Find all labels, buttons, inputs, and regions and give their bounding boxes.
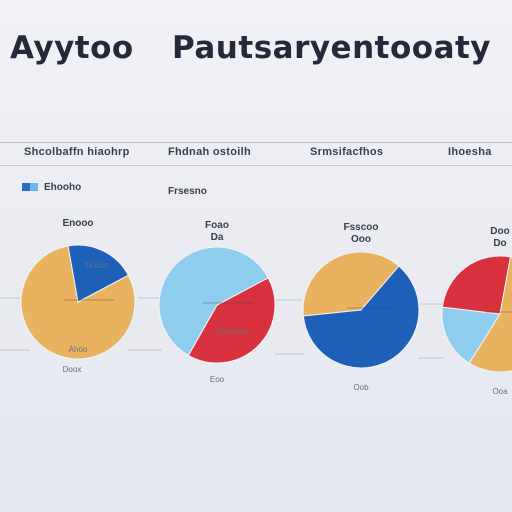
pie-caption: Ahoo: [69, 345, 88, 354]
pie-slice: [441, 306, 501, 364]
pie-subtitle: Do: [493, 238, 506, 249]
title-right: Pautsaryentooaty: [172, 30, 492, 66]
legend-label: Ehooho: [44, 181, 82, 193]
pie-title: Foao: [205, 220, 229, 231]
pie-caption: Ooa: [492, 387, 508, 396]
legend-swatch-light-blue: [30, 183, 38, 191]
pie-subtitle: Da: [211, 232, 224, 243]
pie-title: Enooo: [62, 218, 93, 229]
column-header-4: Ihoesha: [448, 146, 492, 158]
pie-slice: [67, 244, 130, 303]
page-title: Ayytoo Pautsaryentooaty: [0, 30, 512, 74]
pie-title: Fsscoo: [343, 222, 378, 233]
pie-slice: [302, 251, 400, 317]
top-divider: [0, 142, 512, 143]
pie-slice: [302, 265, 420, 369]
guide-lines: [0, 297, 444, 359]
pie-annotation: Ticcon: [84, 261, 107, 270]
pie-annotation: Oodenoo: [216, 327, 249, 336]
pie-slice: [468, 256, 512, 373]
pie-slice: [441, 255, 512, 315]
pie-caption: Oob: [353, 383, 369, 392]
column-header-3: Srmsifacfhos: [310, 146, 384, 158]
legend-swatch-blue: [22, 183, 30, 191]
header-divider: [0, 165, 512, 166]
pie-subtitle: Ooo: [351, 234, 371, 245]
pie-slice: [187, 277, 276, 364]
column-header-1: Shcolbaffn hiaohrp: [24, 146, 130, 158]
title-left: Ayytoo: [10, 30, 134, 66]
pie-footnote: Doox: [63, 365, 82, 374]
column-headers: Shcolbaffn hiaohrp Fhdnah ostoilh Srmsif…: [0, 146, 512, 164]
section-label: Frsesno: [168, 186, 207, 197]
legend: Ehooho: [22, 180, 81, 194]
column-header-2: Fhdnah ostoilh: [168, 146, 252, 158]
pie-chart-1: Enooo Ticcon Ahoo Doox: [20, 218, 136, 374]
pie-title: Doo: [490, 226, 509, 237]
pie-caption: Eoo: [210, 375, 225, 384]
pie-slice: [158, 246, 269, 357]
